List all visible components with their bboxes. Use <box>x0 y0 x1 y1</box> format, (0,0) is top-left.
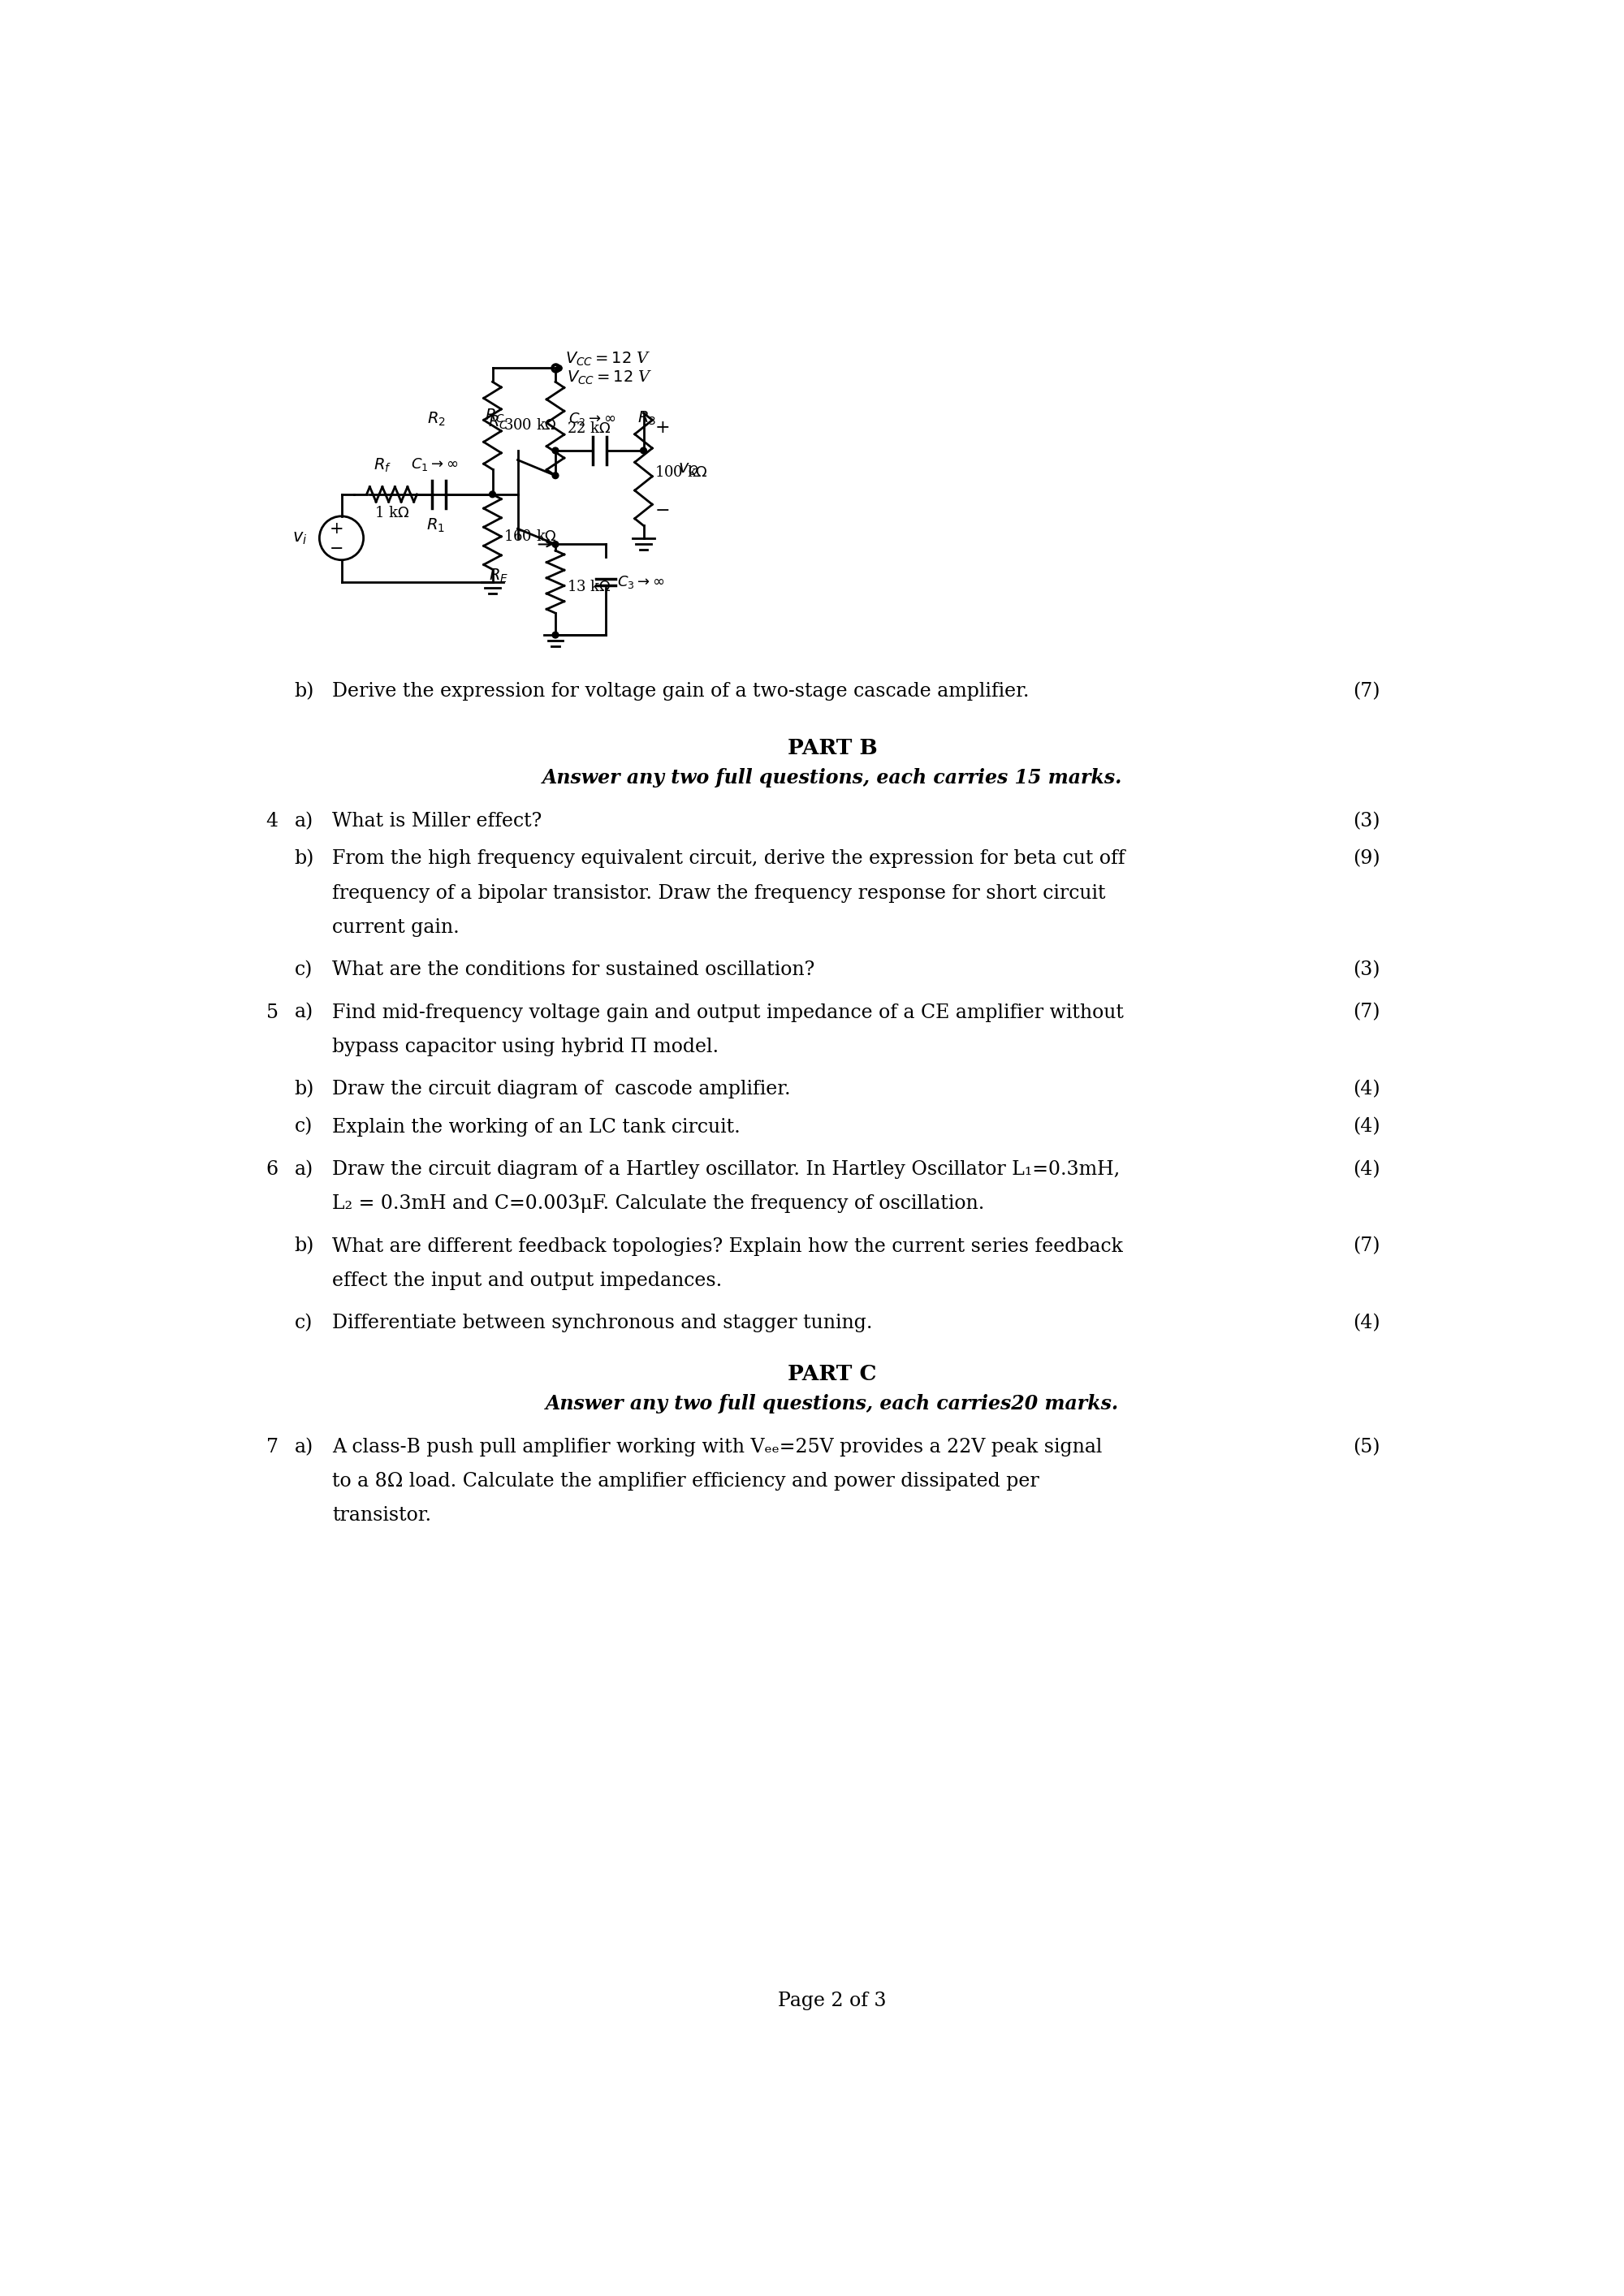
Text: $C_3 \rightarrow \infty$: $C_3 \rightarrow \infty$ <box>617 574 664 590</box>
Text: From the high frequency equivalent circuit, derive the expression for beta cut o: From the high frequency equivalent circu… <box>331 850 1125 868</box>
Text: a): a) <box>294 1159 313 1178</box>
Text: c): c) <box>294 1118 312 1137</box>
Text: (4): (4) <box>1353 1313 1380 1332</box>
Text: a): a) <box>294 1437 313 1456</box>
Text: $C_1 \rightarrow \infty$: $C_1 \rightarrow \infty$ <box>411 457 458 473</box>
Text: effect the input and output impedances.: effect the input and output impedances. <box>331 1272 723 1290</box>
Text: $R_C$: $R_C$ <box>487 413 508 432</box>
Text: Draw the circuit diagram of  cascode amplifier.: Draw the circuit diagram of cascode ampl… <box>331 1079 791 1100</box>
Text: (3): (3) <box>1353 960 1380 980</box>
Text: +: + <box>654 420 671 436</box>
Text: A class-B push pull amplifier working with Vₑₑ=25V provides a 22V peak signal: A class-B push pull amplifier working wi… <box>331 1437 1103 1456</box>
Text: What is Miller effect?: What is Miller effect? <box>331 813 542 831</box>
Circle shape <box>489 491 495 498</box>
Text: (5): (5) <box>1353 1437 1380 1456</box>
Text: 22 k$\Omega$: 22 k$\Omega$ <box>567 422 611 436</box>
Text: $C_2 \rightarrow \infty$: $C_2 \rightarrow \infty$ <box>568 411 615 427</box>
Circle shape <box>552 631 559 638</box>
Text: $V_{CC} = 12$ V: $V_{CC} = 12$ V <box>565 351 651 367</box>
Text: b): b) <box>294 850 313 868</box>
Text: Differentiate between synchronous and stagger tuning.: Differentiate between synchronous and st… <box>331 1313 872 1332</box>
Text: Page 2 of 3: Page 2 of 3 <box>778 1991 887 2011</box>
Text: Answer any two full questions, each carries 15 marks.: Answer any two full questions, each carr… <box>542 769 1122 788</box>
Text: Derive the expression for voltage gain of a two-stage cascade amplifier.: Derive the expression for voltage gain o… <box>331 682 1030 700</box>
Text: b): b) <box>294 1238 313 1256</box>
Circle shape <box>640 448 646 455</box>
Text: PART C: PART C <box>788 1364 877 1384</box>
Text: (4): (4) <box>1353 1118 1380 1137</box>
Text: What are the conditions for sustained oscillation?: What are the conditions for sustained os… <box>331 960 815 980</box>
Text: $R_2$: $R_2$ <box>427 411 445 427</box>
Text: 6: 6 <box>266 1159 278 1178</box>
Text: to a 8Ω load. Calculate the amplifier efficiency and power dissipated per: to a 8Ω load. Calculate the amplifier ef… <box>331 1472 1039 1490</box>
Text: 4: 4 <box>266 813 278 831</box>
Text: 100 k$\Omega$: 100 k$\Omega$ <box>654 466 708 480</box>
Text: c): c) <box>294 960 312 980</box>
Text: (9): (9) <box>1353 850 1380 868</box>
Text: (7): (7) <box>1353 682 1380 700</box>
Text: 160 k$\Omega$: 160 k$\Omega$ <box>503 530 557 544</box>
Text: c): c) <box>294 1313 312 1332</box>
Text: Find mid-frequency voltage gain and output impedance of a CE amplifier without: Find mid-frequency voltage gain and outp… <box>331 1003 1124 1022</box>
Text: b): b) <box>294 1079 313 1100</box>
Text: L₂ = 0.3mH and C=0.003μF. Calculate the frequency of oscillation.: L₂ = 0.3mH and C=0.003μF. Calculate the … <box>331 1194 984 1212</box>
Text: (3): (3) <box>1353 813 1380 831</box>
Text: (7): (7) <box>1353 1003 1380 1022</box>
Text: current gain.: current gain. <box>331 918 460 937</box>
Text: $v_i$: $v_i$ <box>292 530 307 546</box>
Text: $R_1$: $R_1$ <box>427 517 445 535</box>
Text: b): b) <box>294 682 313 700</box>
Text: a): a) <box>294 1003 313 1022</box>
Text: −: − <box>330 542 344 558</box>
Text: (4): (4) <box>1353 1079 1380 1100</box>
Text: 5: 5 <box>266 1003 278 1022</box>
Text: Explain the working of an LC tank circuit.: Explain the working of an LC tank circui… <box>331 1118 741 1137</box>
Text: (4): (4) <box>1353 1159 1380 1178</box>
Text: Draw the circuit diagram of a Hartley oscillator. In Hartley Oscillator L₁=0.3mH: Draw the circuit diagram of a Hartley os… <box>331 1159 1121 1178</box>
Text: What are different feedback topologies? Explain how the current series feedback: What are different feedback topologies? … <box>331 1238 1122 1256</box>
Text: PART B: PART B <box>788 737 877 758</box>
Circle shape <box>552 448 559 455</box>
Text: frequency of a bipolar transistor. Draw the frequency response for short circuit: frequency of a bipolar transistor. Draw … <box>331 884 1106 902</box>
Text: $R_E$: $R_E$ <box>489 567 508 583</box>
Circle shape <box>552 473 559 478</box>
Text: 7: 7 <box>266 1437 278 1456</box>
Text: a): a) <box>294 813 313 831</box>
Text: 13 k$\Omega$: 13 k$\Omega$ <box>567 579 611 595</box>
Text: $R_3$: $R_3$ <box>637 409 656 427</box>
Text: $v_O$: $v_O$ <box>679 461 698 478</box>
Text: (7): (7) <box>1353 1238 1380 1256</box>
Text: 1 k$\Omega$: 1 k$\Omega$ <box>374 505 409 521</box>
Text: transistor.: transistor. <box>331 1506 432 1525</box>
Text: $R_f$: $R_f$ <box>374 457 391 475</box>
Text: bypass capacitor using hybrid Π model.: bypass capacitor using hybrid Π model. <box>331 1038 718 1056</box>
Text: Answer any two full questions, each carries20 marks.: Answer any two full questions, each carr… <box>546 1394 1119 1414</box>
Text: +: + <box>330 521 344 537</box>
Text: 300 k$\Omega$: 300 k$\Omega$ <box>503 418 557 434</box>
Text: $V_{CC} = 12$ V: $V_{CC} = 12$ V <box>567 370 653 386</box>
Text: $R_C$: $R_C$ <box>484 406 505 425</box>
Text: −: − <box>654 501 671 519</box>
Circle shape <box>552 542 559 546</box>
